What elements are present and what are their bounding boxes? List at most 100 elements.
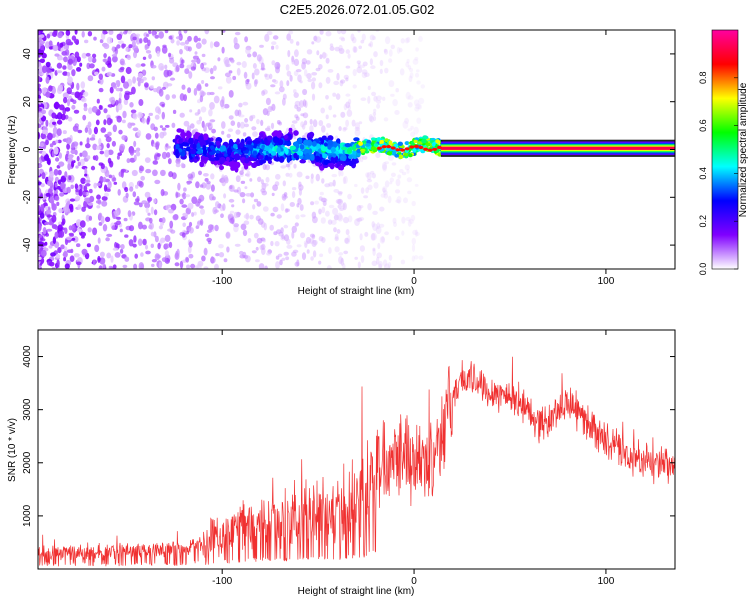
noise-blob bbox=[54, 182, 58, 188]
noise-blob bbox=[166, 83, 173, 87]
noise-blob bbox=[101, 66, 106, 72]
noise-blob bbox=[165, 204, 170, 211]
noise-blob bbox=[190, 123, 195, 129]
noise-blob bbox=[372, 248, 376, 256]
signal-blob bbox=[224, 153, 228, 157]
noise-blob bbox=[360, 97, 367, 101]
noise-blob bbox=[286, 80, 290, 87]
x-tick-label: 100 bbox=[598, 276, 615, 287]
noise-blob bbox=[247, 238, 252, 243]
noise-blob bbox=[58, 161, 65, 167]
snr-x-axis: -100 0 100 bbox=[212, 330, 615, 587]
noise-blob bbox=[200, 62, 205, 70]
noise-blob bbox=[43, 154, 50, 161]
noise-blob bbox=[302, 99, 307, 107]
noise-blob bbox=[196, 83, 202, 91]
noise-blob bbox=[415, 103, 421, 110]
noise-blob bbox=[370, 170, 375, 175]
noise-blob bbox=[148, 224, 153, 230]
noise-blob bbox=[85, 52, 91, 57]
noise-blob bbox=[58, 57, 64, 61]
noise-blob bbox=[236, 67, 241, 76]
noise-blob bbox=[321, 51, 327, 60]
signal-blob bbox=[225, 156, 230, 162]
noise-blob bbox=[340, 170, 344, 177]
noise-blob bbox=[318, 208, 322, 215]
signal-blob bbox=[394, 153, 400, 158]
signal-blob bbox=[176, 128, 183, 133]
noise-blob bbox=[67, 162, 71, 171]
noise-blob bbox=[383, 48, 387, 53]
noise-blob bbox=[191, 212, 195, 217]
noise-blob bbox=[133, 263, 138, 269]
noise-blob bbox=[296, 171, 303, 178]
noise-blob bbox=[45, 192, 51, 197]
signal-blob bbox=[202, 145, 207, 151]
noise-blob bbox=[171, 94, 177, 99]
noise-blob bbox=[114, 241, 118, 249]
signal-blob bbox=[332, 141, 338, 149]
noise-blob bbox=[121, 119, 126, 124]
noise-blob bbox=[378, 260, 383, 268]
noise-blob bbox=[376, 222, 380, 230]
noise-blob bbox=[406, 36, 411, 43]
noise-blob bbox=[332, 114, 337, 118]
signal-blob bbox=[321, 153, 328, 159]
noise-blob bbox=[48, 40, 53, 46]
signal-blob bbox=[404, 147, 410, 151]
noise-blob bbox=[39, 242, 45, 247]
noise-blob bbox=[79, 220, 86, 228]
noise-blob bbox=[137, 238, 143, 246]
noise-blob bbox=[259, 44, 264, 48]
noise-blob bbox=[116, 216, 121, 220]
signal-blob bbox=[297, 137, 303, 144]
noise-blob bbox=[304, 242, 308, 248]
noise-blob bbox=[396, 46, 401, 54]
x-tick-label: -100 bbox=[212, 576, 232, 587]
noise-blob bbox=[39, 34, 45, 39]
noise-blob bbox=[158, 88, 164, 97]
noise-blob bbox=[410, 214, 416, 221]
noise-blob bbox=[218, 252, 225, 258]
noise-blob bbox=[62, 251, 68, 258]
noise-blob bbox=[210, 173, 215, 180]
noise-blob bbox=[81, 248, 88, 255]
noise-blob bbox=[115, 80, 119, 85]
noise-blob bbox=[294, 104, 298, 109]
noise-blob bbox=[343, 103, 348, 111]
noise-blob bbox=[53, 30, 58, 36]
noise-blob bbox=[151, 30, 156, 37]
noise-blob bbox=[203, 247, 208, 256]
noise-blob bbox=[133, 51, 137, 59]
noise-blob bbox=[379, 206, 385, 212]
noise-blob bbox=[345, 49, 350, 54]
noise-blob bbox=[418, 35, 423, 43]
noise-blob bbox=[54, 231, 59, 239]
noise-blob bbox=[400, 38, 405, 44]
noise-blob bbox=[62, 206, 69, 213]
noise-blob bbox=[41, 172, 46, 180]
noise-blob bbox=[44, 241, 48, 246]
noise-blob bbox=[376, 256, 380, 265]
noise-blob bbox=[127, 210, 132, 218]
noise-blob bbox=[203, 266, 209, 269]
noise-blob bbox=[363, 195, 368, 199]
noise-blob bbox=[392, 99, 398, 107]
noise-blob bbox=[46, 33, 51, 39]
noise-blob bbox=[76, 155, 80, 162]
noise-blob bbox=[328, 247, 332, 254]
noise-blob bbox=[71, 142, 75, 149]
noise-blob bbox=[136, 147, 141, 152]
noise-blob bbox=[410, 125, 414, 130]
noise-blob bbox=[119, 66, 125, 71]
noise-blob bbox=[339, 80, 344, 87]
noise-blob bbox=[77, 204, 82, 210]
noise-blob bbox=[221, 178, 226, 187]
noise-blob bbox=[313, 35, 318, 42]
noise-blob bbox=[289, 202, 295, 207]
noise-blob bbox=[228, 198, 235, 203]
noise-blob bbox=[187, 46, 192, 52]
signal-blob bbox=[371, 137, 376, 141]
noise-blob bbox=[193, 35, 199, 43]
noise-blob bbox=[357, 62, 361, 69]
